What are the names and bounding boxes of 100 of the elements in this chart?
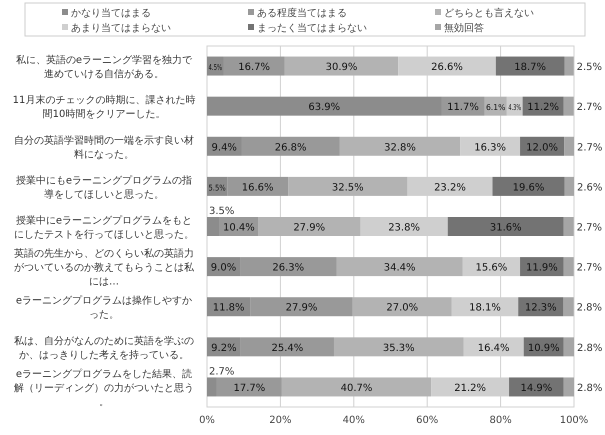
x-tick-label: 60%: [416, 415, 438, 426]
data-label: 10.4%: [223, 222, 255, 234]
bar: [492, 176, 564, 196]
data-label: 26.3%: [272, 262, 304, 274]
bar: [564, 377, 574, 396]
bar: [288, 176, 408, 196]
data-label: 2.5%: [576, 62, 602, 74]
data-label: 11.8%: [212, 302, 245, 314]
bar: [564, 176, 574, 196]
bar: [207, 377, 217, 396]
data-label: 11.9%: [526, 262, 558, 274]
data-label: 32.8%: [384, 142, 416, 154]
bar: [564, 337, 574, 356]
bar: [564, 257, 574, 276]
data-label: 23.2%: [434, 182, 466, 194]
data-label: 27.0%: [386, 302, 418, 314]
data-label: 31.6%: [490, 222, 522, 234]
y-tick-label: 私は、自分がなんのために英語を学ぶのか、はっきりした考えを持っている。: [14, 334, 194, 361]
data-label: 19.6%: [512, 182, 544, 194]
legend-label: ある程度当てはまる: [257, 7, 347, 19]
data-label: 2.6%: [577, 182, 602, 194]
bar: [224, 56, 285, 76]
data-label: 4.3%: [508, 103, 529, 112]
data-label: 14.9%: [520, 382, 552, 394]
y-tick-label: 授業中にeラーニングプログラムをもとにしたテストを行ってほしいと思った。: [14, 214, 194, 240]
y-tick-label: 11月末のチェックの時期に、課された時間10時間をクリアーした。: [12, 94, 196, 120]
bar: [227, 176, 288, 196]
bar: [207, 96, 442, 116]
y-tick-label: 授業中にもeラーニングプログラムの指導をしてほしいと思った。: [16, 174, 192, 200]
data-label: 27.9%: [286, 302, 318, 314]
bar: [207, 217, 220, 236]
data-label: 35.3%: [382, 342, 415, 354]
data-label: 12.0%: [526, 142, 558, 154]
data-label: 27.9%: [293, 222, 326, 234]
data-label: 6.1%: [486, 103, 506, 112]
bar: [564, 217, 574, 236]
data-label: 32.5%: [332, 182, 364, 194]
bar: [340, 136, 460, 156]
bar: [242, 136, 340, 156]
data-label: 9.4%: [212, 142, 237, 154]
y-tick-label: eラーニングプログラムは操作しやすかった。: [16, 294, 192, 321]
bar: [240, 257, 337, 276]
y-tick-label: 自分の英語学習時間の一端を示す良い材料になった。: [14, 134, 194, 160]
data-label: 17.7%: [234, 382, 266, 394]
data-label: 2.7%: [209, 366, 234, 378]
bar: [352, 297, 452, 316]
legend-label: かなり当てはまる: [71, 7, 151, 19]
data-label: 18.7%: [514, 62, 546, 74]
bar: [496, 56, 564, 76]
data-label: 11.2%: [527, 102, 560, 114]
bar: [334, 337, 464, 356]
y-tick-label: 英語の先生から、どのくらい私の英語力がついているのか教えてもらうことは私には…: [14, 248, 195, 288]
data-label: 63.9%: [308, 102, 340, 114]
legend-label: どちらとも言えない: [444, 7, 534, 19]
data-label: 9.2%: [211, 342, 237, 354]
data-label: 2.8%: [577, 342, 602, 354]
legend-label: あまり当てはまらない: [71, 22, 171, 34]
data-label: 15.6%: [476, 262, 508, 274]
data-label: 2.7%: [577, 142, 602, 154]
data-label: 25.4%: [271, 342, 304, 354]
y-tick-label: 私に、英語のeラーニング学習を独力で進めていける自信がある。: [16, 54, 194, 80]
data-label: 26.8%: [274, 142, 307, 154]
data-label: 16.3%: [474, 142, 506, 154]
data-label: 21.2%: [454, 382, 486, 394]
bar: [563, 297, 574, 316]
data-label: 18.1%: [469, 302, 501, 314]
bar: [282, 377, 432, 396]
legend-label: まったく当てはまらない: [257, 22, 367, 34]
bar: [564, 56, 574, 76]
data-label: 2.8%: [576, 302, 602, 314]
bar: [336, 257, 463, 276]
data-label: 34.4%: [384, 262, 416, 274]
data-label: 2.7%: [576, 222, 602, 234]
data-label: 2.8%: [577, 382, 602, 394]
bar: [250, 297, 353, 316]
legend-label: 無効回答: [444, 22, 484, 34]
bar: [258, 217, 360, 236]
x-tick-label: 40%: [342, 415, 365, 426]
bar: [448, 217, 564, 236]
data-label: 26.6%: [431, 62, 463, 74]
data-label: 16.7%: [238, 62, 270, 74]
data-label: 30.9%: [326, 62, 358, 74]
data-label: 16.6%: [242, 182, 274, 194]
data-label: 11.7%: [447, 102, 479, 114]
data-label: 2.7%: [576, 102, 602, 114]
data-label: 10.9%: [528, 342, 560, 354]
x-tick-label: 0%: [199, 415, 215, 426]
bar: [509, 377, 564, 396]
x-tick-label: 80%: [489, 415, 512, 426]
data-label: 16.4%: [478, 342, 510, 354]
bar: [564, 96, 574, 116]
data-label: 12.3%: [524, 302, 557, 314]
data-label: 9.0%: [210, 262, 236, 274]
data-label: 2.7%: [576, 262, 602, 274]
data-label: 40.7%: [340, 382, 372, 394]
data-label: 23.8%: [388, 222, 420, 234]
x-tick-label: 20%: [269, 415, 292, 426]
bar: [564, 136, 574, 156]
x-tick-label: 100%: [560, 415, 588, 426]
bar: [284, 56, 398, 76]
